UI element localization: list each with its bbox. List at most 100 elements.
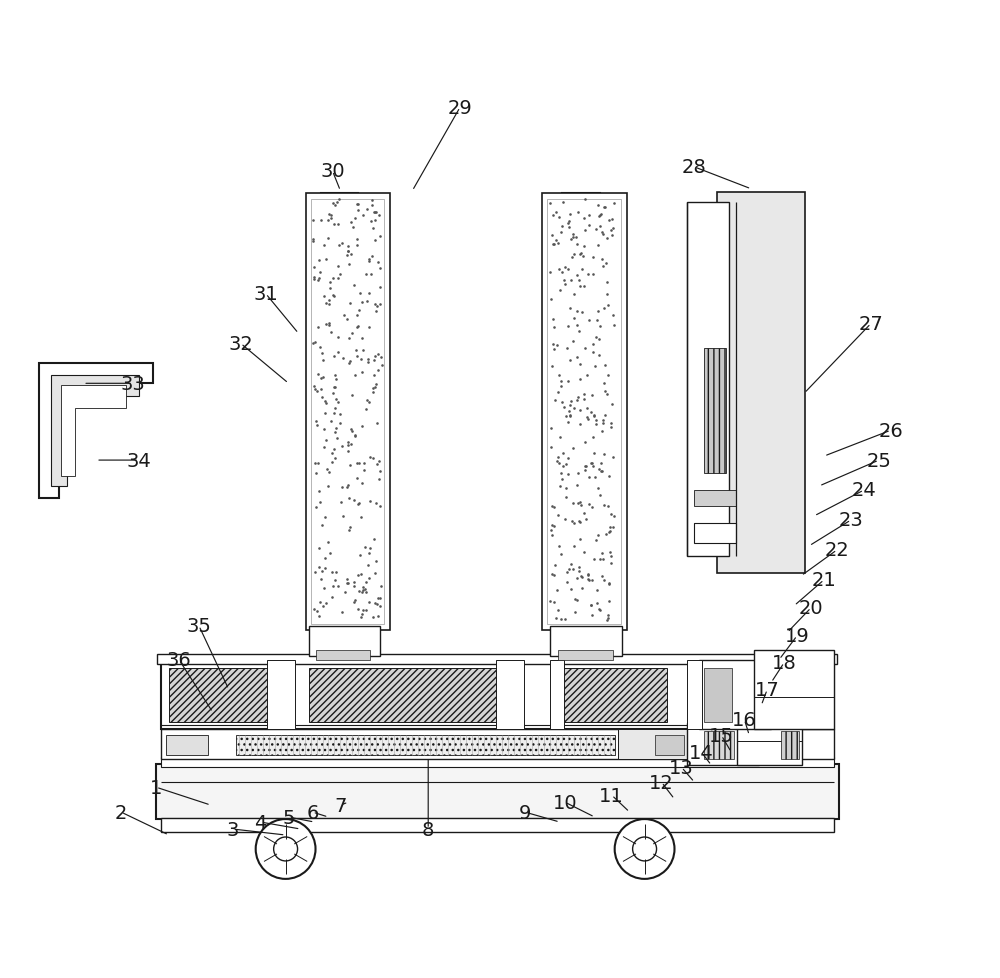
- Bar: [737, 718, 802, 766]
- Point: [360, 352, 376, 368]
- Point: [576, 280, 592, 295]
- Point: [327, 368, 343, 383]
- Point: [315, 370, 331, 385]
- Point: [569, 237, 585, 252]
- Point: [335, 509, 351, 524]
- Point: [579, 410, 595, 425]
- Point: [365, 381, 381, 397]
- Point: [367, 213, 383, 229]
- Point: [563, 232, 579, 247]
- Point: [341, 257, 357, 273]
- Point: [361, 394, 377, 410]
- Point: [558, 409, 574, 424]
- Point: [562, 353, 578, 369]
- Point: [605, 450, 621, 466]
- Point: [343, 215, 359, 231]
- Point: [590, 528, 606, 544]
- Point: [559, 564, 575, 580]
- Point: [546, 320, 562, 335]
- Point: [583, 456, 599, 471]
- Point: [566, 247, 582, 263]
- Point: [572, 247, 588, 263]
- Point: [597, 408, 613, 423]
- Point: [368, 554, 384, 569]
- Point: [548, 233, 564, 248]
- Point: [327, 401, 343, 417]
- Point: [576, 544, 592, 559]
- Point: [581, 469, 597, 485]
- Point: [373, 579, 389, 595]
- Bar: [161, 819, 834, 832]
- Text: 2: 2: [115, 803, 127, 822]
- Point: [580, 568, 596, 584]
- Point: [328, 372, 344, 387]
- Point: [318, 296, 334, 312]
- Point: [340, 444, 356, 460]
- Point: [321, 318, 337, 333]
- Point: [349, 238, 365, 253]
- Point: [560, 451, 576, 467]
- Point: [586, 409, 602, 424]
- Point: [554, 219, 570, 235]
- Point: [328, 421, 344, 436]
- Point: [569, 393, 585, 409]
- Point: [589, 596, 605, 611]
- Point: [580, 571, 596, 587]
- Point: [544, 498, 560, 513]
- Point: [584, 456, 600, 471]
- Point: [578, 511, 594, 527]
- Point: [599, 275, 615, 290]
- Point: [605, 221, 621, 237]
- Point: [576, 386, 592, 402]
- Point: [330, 331, 346, 346]
- Point: [311, 609, 327, 625]
- Text: 18: 18: [772, 653, 797, 672]
- Point: [317, 393, 333, 409]
- Point: [359, 393, 375, 409]
- Point: [563, 393, 579, 409]
- Text: 24: 24: [852, 481, 876, 500]
- Point: [580, 412, 596, 427]
- Point: [324, 564, 340, 580]
- Point: [552, 478, 568, 494]
- Point: [546, 595, 562, 610]
- Point: [590, 304, 606, 320]
- Point: [600, 368, 616, 383]
- Point: [581, 218, 597, 234]
- Text: 4: 4: [254, 813, 267, 831]
- Point: [318, 252, 334, 268]
- Text: 1: 1: [150, 778, 162, 797]
- Point: [331, 192, 347, 207]
- Point: [572, 514, 588, 530]
- Text: 6: 6: [306, 803, 319, 822]
- Point: [371, 453, 387, 468]
- Point: [364, 249, 380, 265]
- Point: [551, 368, 567, 383]
- Point: [355, 603, 371, 619]
- Point: [555, 446, 571, 462]
- Point: [366, 353, 382, 369]
- Point: [327, 451, 343, 467]
- Point: [605, 519, 621, 535]
- Bar: [161, 662, 834, 730]
- Point: [567, 605, 583, 621]
- Point: [545, 208, 561, 224]
- Point: [585, 267, 601, 283]
- Point: [341, 490, 357, 506]
- Point: [312, 340, 328, 356]
- Point: [594, 424, 610, 440]
- Point: [565, 230, 581, 245]
- Point: [600, 297, 616, 313]
- Point: [329, 195, 345, 210]
- Point: [604, 212, 620, 228]
- Bar: [754, 649, 834, 730]
- Point: [595, 259, 611, 275]
- Point: [361, 546, 377, 561]
- Point: [350, 202, 366, 218]
- Point: [316, 239, 332, 254]
- Point: [355, 208, 371, 224]
- Point: [315, 599, 331, 614]
- Point: [600, 607, 616, 623]
- Point: [342, 519, 358, 535]
- Point: [597, 383, 613, 399]
